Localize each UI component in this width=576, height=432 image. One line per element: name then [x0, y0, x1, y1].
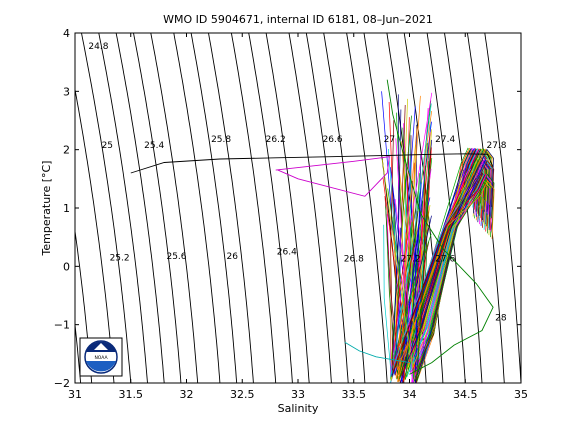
noaa-logo: NOAA [79, 337, 123, 377]
isopycnal-label: 24.8 [88, 42, 108, 52]
x-tick-label: 34.5 [453, 388, 478, 401]
y-axis-label: Temperature [°C] [40, 161, 53, 257]
isopycnal-label: 25.4 [144, 141, 164, 151]
isopycnal-line [208, 33, 254, 383]
series-line [386, 79, 494, 375]
isopycnal-line [346, 33, 388, 383]
profile-line [394, 160, 491, 375]
isopycnal-label: 25 [102, 141, 113, 151]
y-tick-label: 4 [63, 27, 70, 40]
isopycnal-label: 26.6 [323, 135, 343, 145]
x-tick-label: 31 [68, 388, 82, 401]
isopycnal-line [98, 33, 148, 383]
isopycnal-line [305, 33, 349, 383]
chart-title: WMO ID 5904671, internal ID 6181, 08–Jun… [163, 13, 433, 26]
isopycnal-line [115, 33, 165, 383]
profile-line [405, 148, 494, 367]
isopycnal-label: 27.4 [435, 135, 455, 145]
series-line [344, 341, 410, 364]
isopycnal-label: 27 [384, 135, 395, 145]
y-tick-label: 1 [63, 202, 70, 215]
isopycnal-label: 27.8 [486, 141, 506, 151]
isopycnal-label: 25.6 [166, 252, 186, 262]
isopycnal-line [173, 33, 221, 383]
y-tick-label: −2 [54, 377, 70, 390]
x-tick-label: 35 [514, 388, 528, 401]
profile-line [416, 173, 495, 382]
x-tick-label: 33 [291, 388, 305, 401]
isopycnal-line [323, 33, 366, 383]
y-tick-label: 3 [63, 85, 70, 98]
y-tick-label: −1 [54, 319, 70, 332]
profile-bundle [381, 91, 495, 383]
profile-line [395, 115, 490, 368]
isopycnal-label: 25.2 [110, 254, 130, 264]
x-axis-ticks: 31 31.5 32 32.5 33 33.5 34 34.5 35 [68, 33, 528, 401]
x-tick-label: 33.5 [342, 388, 367, 401]
x-tick-label: 32.5 [230, 388, 255, 401]
isopycnal-line [248, 33, 293, 383]
isopycnal-label: 27.2 [401, 255, 421, 265]
profile-line [381, 149, 494, 370]
series-line [275, 156, 390, 197]
isopycnal-label: 28 [495, 314, 507, 324]
profile-line [409, 149, 489, 372]
isopycnal-line [190, 33, 238, 383]
x-tick-label: 34 [403, 388, 417, 401]
x-tick-label: 32 [180, 388, 194, 401]
profile-line [399, 149, 493, 380]
profile-line [390, 120, 495, 374]
y-axis-ticks: −2 −1 0 1 2 3 4 [54, 27, 521, 390]
x-tick-label: 31.5 [119, 388, 144, 401]
isopycnal-line [133, 33, 182, 383]
series-line [130, 153, 494, 174]
isopycnal-label: 26.2 [266, 135, 286, 145]
isopycnal-label: 26.8 [344, 255, 364, 265]
profile-line [391, 109, 492, 378]
y-tick-label: 0 [63, 260, 70, 273]
isopycnal-label: 26.4 [277, 248, 297, 258]
isopycnal-line [81, 33, 132, 383]
data-series [130, 79, 494, 375]
isopycnal-label: 27.6 [435, 255, 455, 265]
plot-background [75, 33, 521, 383]
y-tick-label: 2 [63, 144, 70, 157]
profile-line [390, 103, 494, 377]
x-axis-label: Salinity [278, 402, 319, 415]
isopycnal-line [230, 33, 277, 383]
svg-text:NOAA: NOAA [94, 355, 108, 361]
isopycnal-label: 25.8 [211, 135, 231, 145]
profile-line [397, 179, 495, 382]
isopycnal-label: 26 [226, 252, 238, 262]
isopycnal-line [150, 33, 199, 383]
isopycnal-labels: 24.8 25 25.4 25.8 26.2 26.6 27 27.4 27.8 25.2 25.6… [88, 42, 507, 324]
isopycnal-line [75, 228, 93, 383]
isopycnal-line [265, 33, 310, 383]
isopycnal-line [288, 33, 332, 383]
